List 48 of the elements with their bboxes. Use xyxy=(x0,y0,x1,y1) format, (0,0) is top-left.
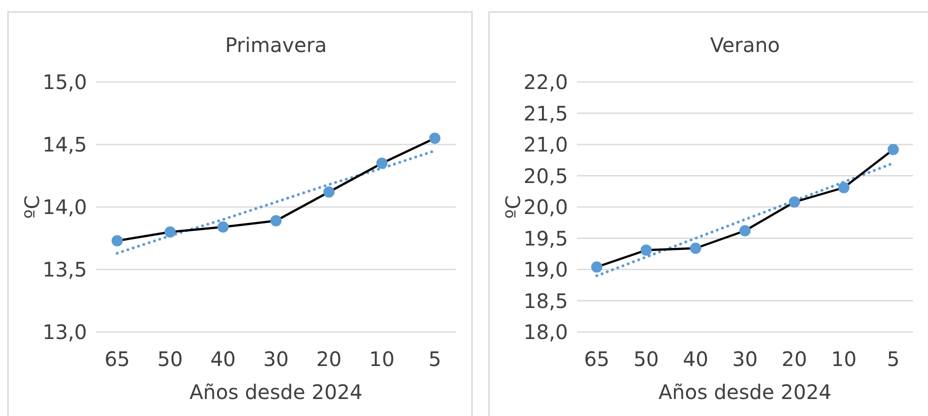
point xyxy=(376,158,388,169)
x-tick-label: 5 xyxy=(886,347,900,371)
point xyxy=(888,144,899,156)
y-tick-label: 14,5 xyxy=(42,132,87,157)
chart-title: Verano xyxy=(710,33,780,57)
point xyxy=(690,242,702,254)
x-axis-title: Años desde 2024 xyxy=(189,380,363,404)
x-tick-label: 50 xyxy=(633,347,659,371)
point xyxy=(739,225,751,236)
x-tick-label: 40 xyxy=(210,347,236,371)
y-tick-label: 13,0 xyxy=(42,320,87,344)
x-tick-label: 10 xyxy=(369,347,395,371)
x-tick-label: 65 xyxy=(104,347,130,371)
point xyxy=(112,235,123,246)
point xyxy=(164,226,176,238)
y-axis-title: ºC xyxy=(501,195,526,219)
x-tick-label: 30 xyxy=(732,347,758,371)
point xyxy=(591,261,602,273)
chart-title: Primavera xyxy=(225,33,327,57)
y-tick-label: 20,0 xyxy=(523,195,568,220)
y-tick-label: 18,0 xyxy=(523,320,568,344)
y-tick-label: 18,5 xyxy=(523,288,568,313)
y-tick-label: 21,0 xyxy=(523,132,568,157)
y-tick-label: 21,5 xyxy=(523,101,568,126)
x-tick-label: 50 xyxy=(157,347,183,371)
point xyxy=(429,132,440,144)
point xyxy=(788,196,800,208)
y-tick-label: 19,5 xyxy=(523,226,568,250)
y-axis-title: ºC xyxy=(20,195,44,219)
x-tick-label: 65 xyxy=(584,347,610,371)
x-axis-title: Años desde 2024 xyxy=(658,380,832,404)
point xyxy=(838,182,850,194)
x-tick-label: 5 xyxy=(428,347,442,371)
y-tick-label: 13,5 xyxy=(42,258,87,282)
y-tick-label: 14,0 xyxy=(42,195,87,220)
x-tick-label: 40 xyxy=(682,347,708,371)
x-tick-label: 20 xyxy=(782,347,808,371)
y-tick-label: 15,0 xyxy=(42,70,87,94)
x-tick-label: 30 xyxy=(263,347,289,371)
y-tick-label: 19,0 xyxy=(523,258,568,282)
x-tick-label: 10 xyxy=(831,347,857,371)
y-tick-label: 22,0 xyxy=(523,70,568,94)
point xyxy=(270,215,282,226)
y-tick-label: 20,5 xyxy=(523,164,568,188)
point xyxy=(640,244,652,256)
point xyxy=(217,221,229,233)
x-tick-label: 20 xyxy=(316,347,342,371)
point xyxy=(323,186,335,198)
